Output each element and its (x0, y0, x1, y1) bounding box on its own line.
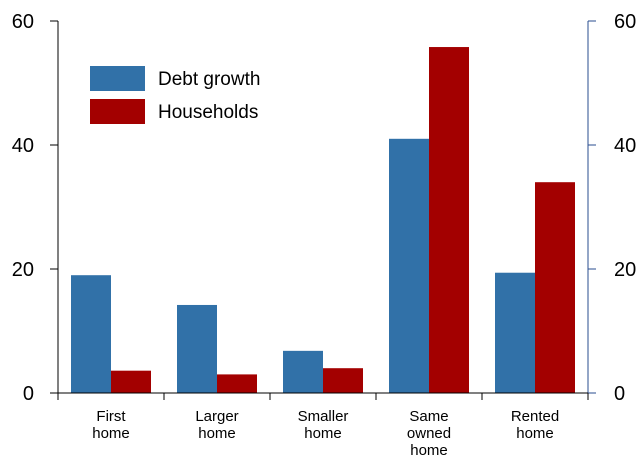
category-label-line: owned (407, 425, 451, 442)
y-tick-label-right: 20 (614, 259, 636, 281)
bar-households-4 (429, 47, 469, 393)
category-label-1: First home (92, 408, 130, 442)
legend: Debt growth Households (90, 66, 260, 124)
legend-swatch-1 (90, 66, 145, 91)
legend-label-2: Households (158, 102, 258, 123)
bar-households-5 (535, 182, 575, 393)
category-label-line: home (410, 442, 448, 459)
y-tick-label-right: 60 (614, 11, 636, 33)
y-tick-label-right: 0 (614, 383, 625, 405)
category-label-2: Larger home (195, 408, 238, 442)
bar-households-2 (217, 374, 257, 393)
axes-layer (50, 20, 596, 400)
category-label-line: Larger (195, 408, 238, 425)
bar-debt-growth-2 (177, 304, 217, 393)
category-label-line: First (96, 408, 126, 425)
bars-layer (71, 47, 575, 393)
y-tick-label-left: 0 (23, 383, 34, 405)
category-label-line: home (304, 425, 342, 442)
y-tick-label-left: 20 (12, 259, 34, 281)
bar-debt-growth-4 (389, 138, 429, 393)
y-tick-label-left: 40 (12, 135, 34, 157)
category-label-line: home (198, 425, 236, 442)
legend-label-1: Debt growth (158, 69, 260, 90)
y-tick-label-left: 60 (12, 11, 34, 33)
category-label-line: Same (409, 408, 448, 425)
legend-swatch-2 (90, 99, 145, 124)
bar-households-3 (323, 368, 363, 393)
category-label-5: Rented home (511, 408, 559, 442)
category-label-line: Rented (511, 408, 559, 425)
category-label-4: Same owned home (407, 408, 451, 459)
category-label-line: home (516, 425, 554, 442)
y-tick-label-right: 40 (614, 135, 636, 157)
category-label-3: Smaller home (298, 408, 349, 442)
bar-debt-growth-1 (71, 275, 111, 393)
category-label-line: Smaller (298, 408, 349, 425)
bar-debt-growth-3 (283, 350, 323, 393)
bar-households-1 (111, 370, 151, 393)
category-label-line: home (92, 425, 130, 442)
bar-debt-growth-5 (495, 272, 535, 393)
